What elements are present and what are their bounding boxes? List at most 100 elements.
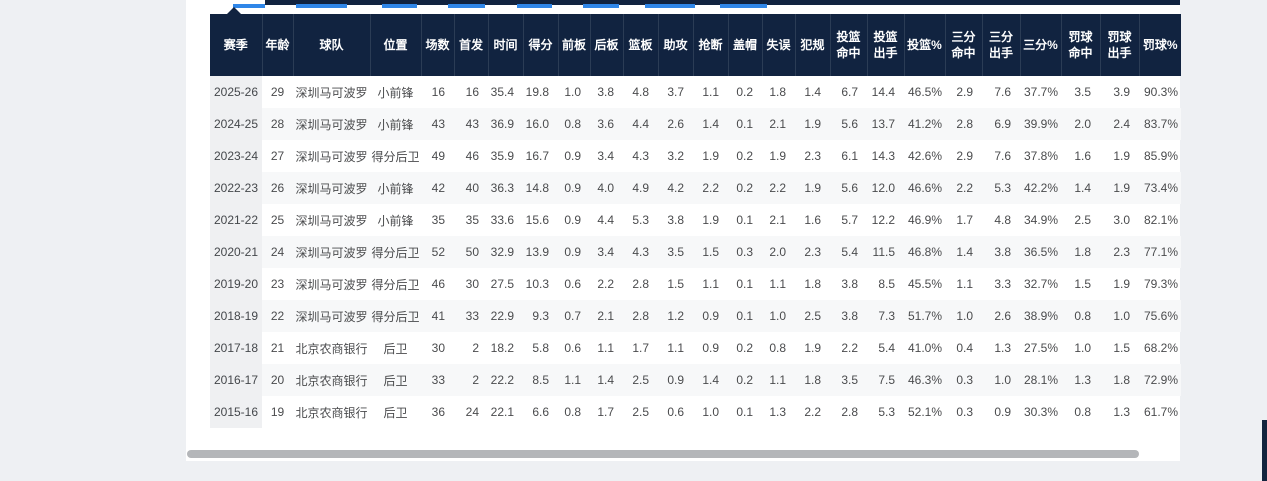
- table-cell: 61.7%: [1143, 405, 1178, 419]
- table-cell: 7.3: [867, 300, 904, 332]
- column-header-11[interactable]: 篮板: [623, 14, 659, 76]
- column-header-2[interactable]: 年龄: [262, 14, 294, 76]
- table-row: 2015-16 19 北京农商银行 后卫 36 24 22.1 6.6 0.8 1.7 2.5 0.6…: [210, 396, 1181, 428]
- table-cell: 2020-21: [210, 236, 262, 268]
- table-cell: 0.6: [564, 277, 581, 291]
- table-cell: 0.9: [658, 364, 693, 396]
- table-cell: 12.2: [871, 213, 895, 227]
- column-header-12[interactable]: 助攻: [658, 14, 694, 76]
- table-cell: 5.6: [830, 172, 867, 204]
- table-cell: 2021-22: [210, 204, 262, 236]
- table-cell: 2017-18: [210, 332, 262, 364]
- table-cell: 深圳马可波罗: [295, 85, 368, 100]
- table-cell: 0.3: [945, 364, 982, 396]
- table-cell: 2.9: [956, 85, 973, 99]
- table-cell: 40: [454, 172, 488, 204]
- table-cell: 深圳马可波罗: [295, 277, 368, 292]
- table-cell: 1.1: [956, 277, 973, 291]
- table-cell: 8.5: [878, 277, 895, 291]
- column-header-7[interactable]: 时间: [488, 14, 524, 76]
- column-header-22[interactable]: 三分%: [1020, 14, 1062, 76]
- table-cell: 1.6: [804, 213, 821, 227]
- table-cell: 1.9: [1100, 172, 1139, 204]
- table-cell: 33: [421, 364, 454, 396]
- table-cell: 0.4: [956, 341, 973, 355]
- table-cell: 0.2: [728, 364, 762, 396]
- column-header-19[interactable]: 投篮%: [904, 14, 946, 76]
- table-cell: 3.0: [1113, 213, 1130, 227]
- table-cell: 37.8%: [1023, 149, 1058, 163]
- nav-tab-underline: [382, 4, 417, 8]
- table-cell: 1.5: [1074, 277, 1091, 291]
- table-cell: 深圳马可波罗: [293, 300, 370, 332]
- table-cell: 0.1: [736, 277, 753, 291]
- table-cell: 46.9%: [907, 213, 942, 227]
- column-header-10[interactable]: 后板: [590, 14, 624, 76]
- column-header-4[interactable]: 位置: [370, 14, 422, 76]
- column-header-17[interactable]: 投篮命中: [830, 14, 868, 76]
- table-cell: 1.2: [658, 300, 693, 332]
- table-cell: 1.3: [1061, 364, 1100, 396]
- table-cell: 小前锋: [377, 85, 414, 100]
- table-cell: 35: [465, 213, 479, 227]
- table-cell: 0.8: [1061, 300, 1100, 332]
- column-header-8[interactable]: 得分: [523, 14, 559, 76]
- column-header-14[interactable]: 盖帽: [728, 14, 763, 76]
- table-cell: 1.8: [804, 277, 821, 291]
- column-header-20[interactable]: 三分命中: [945, 14, 983, 76]
- table-cell: 0.2: [728, 172, 762, 204]
- table-cell: 45.5%: [907, 277, 942, 291]
- column-header-18[interactable]: 投篮出手: [867, 14, 905, 76]
- table-cell: 2.5: [632, 405, 649, 419]
- table-cell: 2.8: [945, 108, 982, 140]
- table-cell: 5.4: [830, 236, 867, 268]
- table-cell: 42.6%: [907, 149, 942, 163]
- top-nav-bar: [265, 0, 1180, 5]
- column-header-9[interactable]: 前板: [558, 14, 591, 76]
- column-header-1[interactable]: 赛季: [210, 14, 263, 76]
- table-cell: 1.5: [667, 277, 684, 291]
- table-cell: 51.7%: [904, 300, 945, 332]
- table-cell: 0.9: [558, 172, 590, 204]
- table-cell: 4.9: [623, 172, 658, 204]
- table-cell: 0.9: [702, 341, 719, 355]
- table-cell: 77.1%: [1139, 236, 1181, 268]
- table-cell: 北京农商银行: [295, 405, 368, 420]
- table-cell: 2.9: [956, 149, 973, 163]
- table-cell: 小前锋: [377, 213, 414, 228]
- table-cell: 85.9%: [1143, 149, 1178, 163]
- table-cell: 深圳马可波罗: [293, 172, 370, 204]
- column-header-5[interactable]: 场数: [421, 14, 455, 76]
- table-cell: 2: [454, 364, 488, 396]
- column-header-16[interactable]: 犯规: [795, 14, 831, 76]
- table-cell: 32.9: [488, 236, 523, 268]
- table-cell: 1.9: [769, 149, 786, 163]
- table-cell: 1.0: [762, 300, 795, 332]
- table-cell: 2024-25: [210, 108, 262, 140]
- table-cell: 1.8: [1100, 364, 1139, 396]
- column-header-25[interactable]: 罚球%: [1139, 14, 1181, 76]
- vertical-scrollbar-thumb[interactable]: [1262, 420, 1267, 481]
- table-cell: 29: [270, 85, 285, 99]
- table-cell: 28.1%: [1020, 364, 1061, 396]
- table-cell: 3.4: [590, 236, 623, 268]
- table-cell: 深圳马可波罗: [295, 149, 368, 164]
- table-row: 2018-19 22 深圳马可波罗 得分后卫 41 33 22.9 9.3 0.7 2.1 2.8 1…: [210, 300, 1181, 332]
- horizontal-scrollbar-thumb[interactable]: [187, 450, 1139, 458]
- nav-tab-underline: [583, 4, 619, 8]
- table-cell: 5.6: [830, 108, 867, 140]
- table-cell: 38.9%: [1020, 300, 1061, 332]
- table-cell: 2.8: [841, 405, 858, 419]
- table-cell: 46.6%: [904, 172, 945, 204]
- table-cell: 22.1: [490, 405, 514, 419]
- column-header-23[interactable]: 罚球命中: [1061, 14, 1101, 76]
- column-header-13[interactable]: 抢断: [693, 14, 729, 76]
- column-header-3[interactable]: 球队: [293, 14, 371, 76]
- table-cell: 0.9: [564, 213, 581, 227]
- table-cell: 1.9: [1113, 149, 1130, 163]
- table-cell: 2.8: [632, 277, 649, 291]
- column-header-21[interactable]: 三分出手: [982, 14, 1021, 76]
- column-header-15[interactable]: 失误: [762, 14, 796, 76]
- column-header-6[interactable]: 首发: [454, 14, 489, 76]
- column-header-24[interactable]: 罚球出手: [1100, 14, 1140, 76]
